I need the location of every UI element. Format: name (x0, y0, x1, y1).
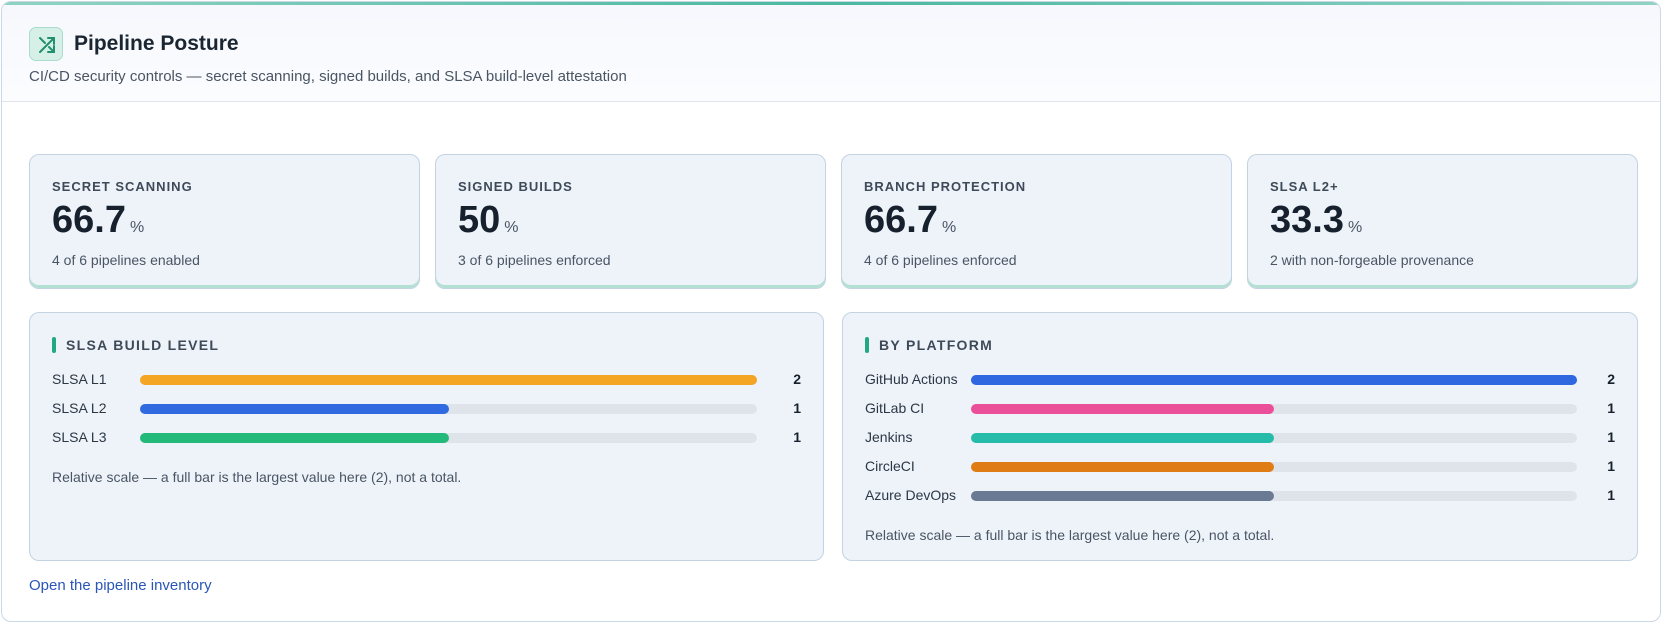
kpi-unit: % (129, 219, 145, 236)
panel-note: Relative scale — a full bar is the large… (52, 469, 462, 485)
bar-track (140, 433, 757, 443)
title: Pipeline Posture (74, 32, 239, 55)
kpi-number: 66.7 (864, 199, 938, 241)
bar (971, 404, 1274, 414)
panel-title: BY PLATFORM (865, 337, 993, 353)
bar-value: 2 (1607, 371, 1615, 387)
kpi-unit: % (504, 219, 519, 236)
kpi-caption: 4 of 6 pipelines enabled (52, 252, 200, 268)
kpi-card: SLSA L2+ 33.3% 2 with non-forgeable proven… (1247, 154, 1638, 289)
bar-row: GitLab CI 1 (865, 398, 1615, 418)
kpi-caption: 2 with non-forgeable provenance (1270, 252, 1474, 268)
kpi-number: 50 (458, 199, 501, 241)
kpi-label: BRANCH PROTECTION (864, 179, 1027, 194)
bar-value: 1 (1607, 458, 1615, 474)
kpi-value: 33.3% (1270, 199, 1362, 242)
bar-track (971, 433, 1577, 443)
bar-label: SLSA L2 (52, 400, 107, 416)
panel-note: Relative scale — a full bar is the large… (865, 527, 1275, 543)
panel-title: SLSA BUILD LEVEL (52, 337, 219, 353)
bar-track (971, 491, 1577, 501)
bar (971, 491, 1274, 501)
kpi-card: SECRET SCANNING 66.7% 4 of 6 pipelines ena… (29, 154, 420, 289)
kpi-card: BRANCH PROTECTION 66.7% 4 of 6 pipelines e… (841, 154, 1232, 289)
header-icon (29, 27, 63, 61)
bar (971, 462, 1274, 472)
bar-value: 1 (793, 400, 801, 416)
bar-label: GitHub Actions (865, 371, 958, 387)
kpi-label: SLSA L2+ (1270, 179, 1339, 194)
kpi-label: SIGNED BUILDS (458, 179, 573, 194)
bar-row: Azure DevOps 1 (865, 485, 1615, 505)
kpi-number: 33.3 (1270, 199, 1344, 241)
bar (140, 433, 449, 443)
bar-label: GitLab CI (865, 400, 925, 416)
bar-value: 2 (793, 371, 801, 387)
accent-stripe (2, 2, 1660, 5)
kpi-unit: % (1347, 219, 1363, 236)
subtitle: CI/CD security controls — secret scannin… (29, 68, 627, 85)
bar-track (140, 404, 757, 414)
shuffle-icon (39, 37, 55, 53)
bar-label: SLSA L3 (52, 429, 107, 445)
bar (971, 433, 1274, 443)
bar-row: Jenkins 1 (865, 427, 1615, 447)
bar-value: 1 (1607, 400, 1615, 416)
bar-label: Jenkins (865, 429, 913, 445)
bar-track (971, 404, 1577, 414)
bar-row: SLSA L1 2 (52, 369, 801, 389)
kpi-label: SECRET SCANNING (52, 179, 193, 194)
bar-row: GitHub Actions 2 (865, 369, 1615, 389)
bar (140, 375, 757, 385)
kpi-value: 66.7% (864, 199, 956, 242)
bar-track (971, 375, 1577, 385)
kpi-number: 66.7 (52, 199, 126, 241)
bar (971, 375, 1577, 385)
bar-row: CircleCI 1 (865, 456, 1615, 476)
bar-label: CircleCI (865, 458, 915, 474)
kpi-card: SIGNED BUILDS 50% 3 of 6 pipelines enforce… (435, 154, 826, 289)
chart-panel: SLSA BUILD LEVEL SLSA L1 2 SLSA L2 1 SLSA L3 1… (29, 312, 824, 561)
kpi-caption: 3 of 6 pipelines enforced (458, 252, 611, 268)
kpi-value: 66.7% (52, 199, 144, 242)
header: Pipeline Posture CI/CD security controls… (2, 5, 1660, 102)
kpi-unit: % (941, 219, 957, 236)
bar-row: SLSA L2 1 (52, 398, 801, 418)
kpi-caption: 4 of 6 pipelines enforced (864, 252, 1017, 268)
chart-panel: BY PLATFORM GitHub Actions 2 GitLab CI 1 Jenk… (842, 312, 1638, 561)
bar-value: 1 (1607, 429, 1615, 445)
bar-track (140, 375, 757, 385)
inventory-link[interactable]: Open the pipeline inventory (29, 577, 212, 594)
bar-track (971, 462, 1577, 472)
bar-value: 1 (793, 429, 801, 445)
bar-label: SLSA L1 (52, 371, 107, 387)
bar-label: Azure DevOps (865, 487, 957, 503)
kpi-value: 50% (458, 199, 519, 242)
bar-row: SLSA L3 1 (52, 427, 801, 447)
bar (140, 404, 449, 414)
bar-value: 1 (1607, 487, 1615, 503)
